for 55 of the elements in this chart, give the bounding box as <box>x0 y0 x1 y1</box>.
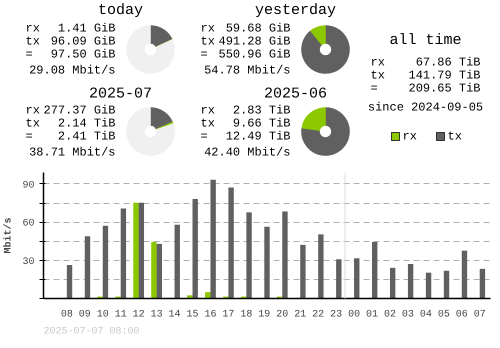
x-tick-label: 00 <box>348 310 360 320</box>
text: tx 2.14 TiB <box>26 116 116 130</box>
x-tick-label: 21 <box>294 310 306 320</box>
y-tick-label: 30 <box>22 256 35 268</box>
text: rx 1.41 GiB <box>26 22 116 36</box>
legend-label: tx <box>448 130 462 144</box>
x-tick-label: 04 <box>420 310 432 320</box>
chart-title: 2025-06 <box>264 86 328 102</box>
text: 38.71 Mbit/s <box>29 146 116 160</box>
y-axis-title: Mbit/s <box>2 217 14 254</box>
x-tick-label: 13 <box>150 310 163 320</box>
x-tick-label: 02 <box>384 310 396 320</box>
x-tick-label: 23 <box>330 310 342 320</box>
text: 42.40 Mbit/s <box>204 146 291 160</box>
x-tick-label: 10 <box>96 310 109 320</box>
text: 29.08 Mbit/s <box>29 64 116 78</box>
chart-title: 2025-07 <box>88 86 152 102</box>
x-tick-label: 03 <box>402 310 414 320</box>
legend-label: rx <box>402 130 417 144</box>
text: = 12.49 TiB <box>200 130 290 144</box>
text: tx 9.66 TiB <box>200 116 290 130</box>
text: rx 277.37 GiB <box>26 104 116 118</box>
y-tick-label: 90 <box>22 180 35 192</box>
x-tick-label: 17 <box>222 310 234 320</box>
x-tick-label: 18 <box>240 310 252 320</box>
x-tick-label: 14 <box>168 310 181 320</box>
x-tick-label: 01 <box>366 310 378 320</box>
x-tick-label: 22 <box>312 310 324 320</box>
text: = 97.50 GiB <box>26 48 116 62</box>
x-tick-label: 05 <box>438 310 450 320</box>
text: all time <box>389 32 462 49</box>
text: since 2024-09-05 <box>368 100 484 114</box>
x-tick-label: 12 <box>132 310 145 320</box>
text: tx 141.79 TiB <box>370 68 481 82</box>
x-tick-label: 20 <box>276 310 288 320</box>
chart-title: today <box>98 2 144 19</box>
x-tick-label: 08 <box>60 310 73 320</box>
x-tick-label: 06 <box>456 310 468 320</box>
text: = 209.65 TiB <box>370 82 481 96</box>
y-tick-label: 60 <box>22 218 35 230</box>
chart-title: yesterday <box>254 2 336 19</box>
text: = 550.96 GiB <box>200 48 291 62</box>
text: tx 491.28 GiB <box>200 34 291 48</box>
x-tick-label: 09 <box>78 310 91 320</box>
x-tick-label: 16 <box>204 310 216 320</box>
text: 54.78 Mbit/s <box>204 64 291 78</box>
x-tick-label: 19 <box>258 310 270 320</box>
text: = 2.41 TiB <box>26 130 116 144</box>
text: tx 96.09 GiB <box>26 34 116 48</box>
x-tick-label: 15 <box>186 310 199 320</box>
text: rx 67.86 TiB <box>370 56 480 70</box>
text: rx 2.83 TiB <box>200 104 290 118</box>
x-tick-label: 07 <box>474 310 486 320</box>
x-tick-label: 11 <box>114 310 127 320</box>
text: rx 59.68 GiB <box>200 22 290 36</box>
